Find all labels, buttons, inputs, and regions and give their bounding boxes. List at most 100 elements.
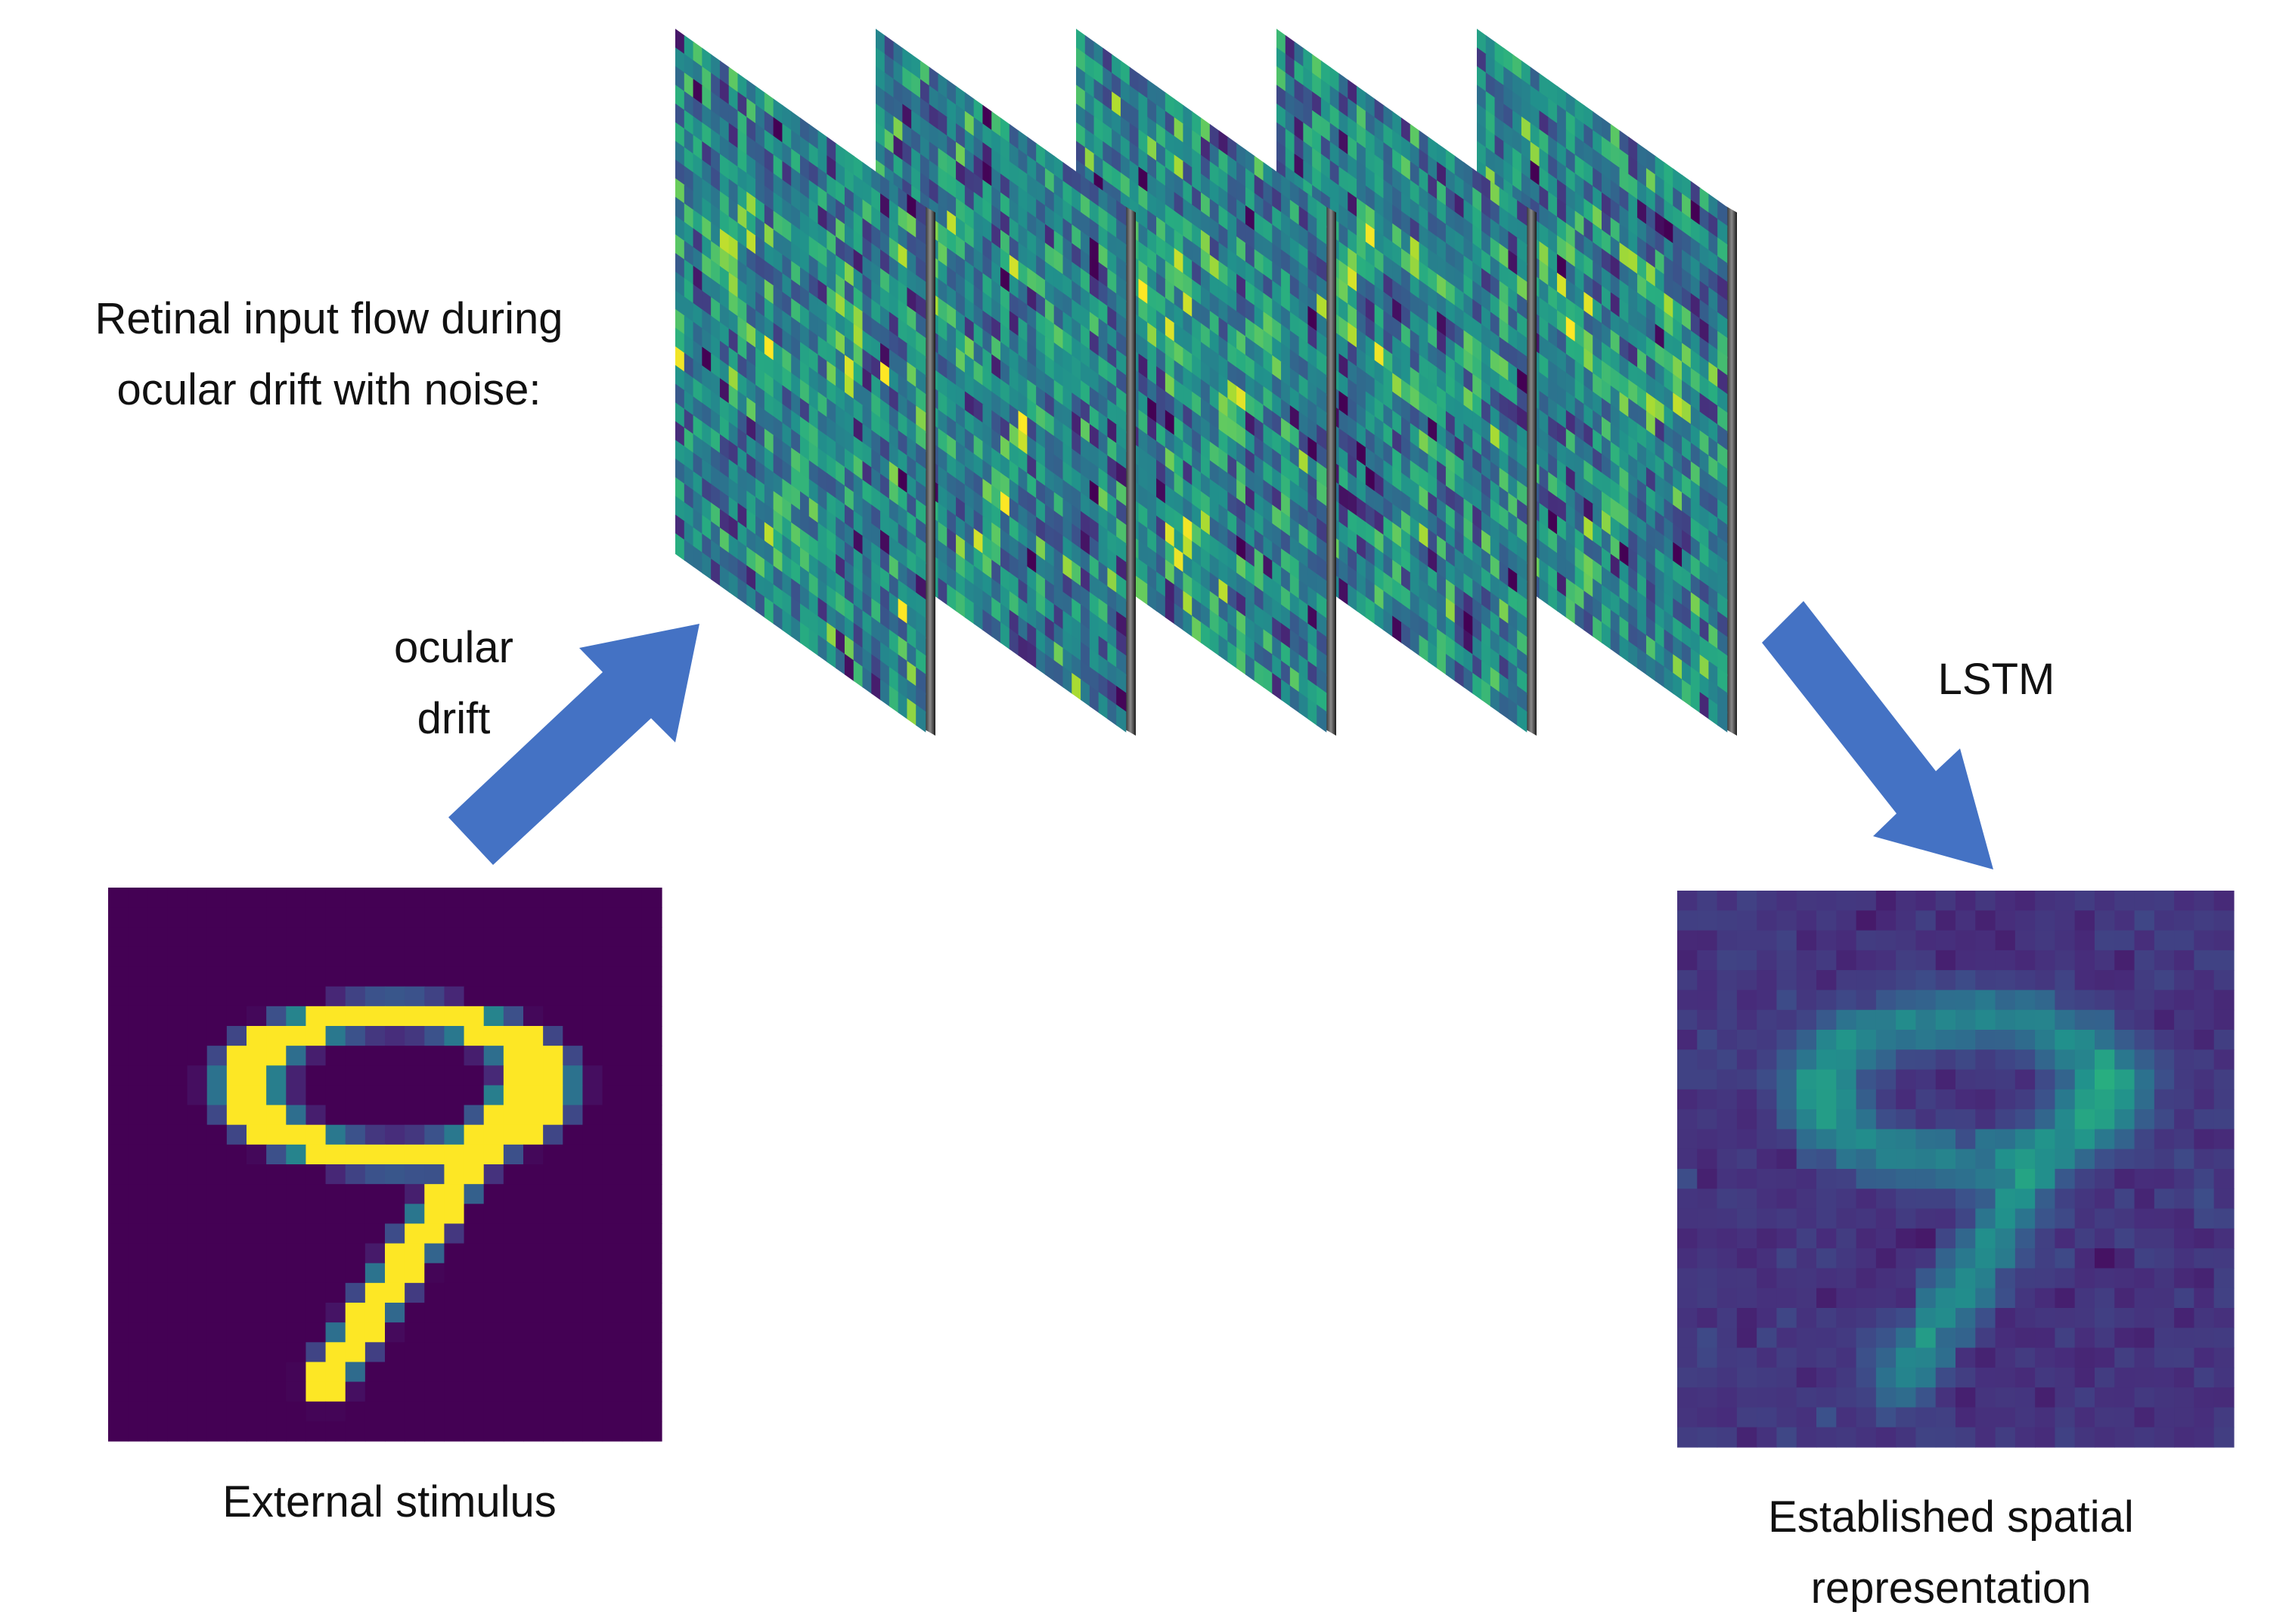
stimulus-pixel [247,1381,267,1402]
stimulus-pixel [602,1381,623,1402]
stimulus-pixel [305,1026,327,1046]
stimulus-pixel [405,1105,425,1126]
stimulus-pixel [206,1046,228,1066]
reconstruction-pixel [1856,1030,1877,1050]
stimulus-pixel [325,1204,346,1225]
reconstruction-pixel [1896,1030,1917,1050]
reconstruction-pixel [1995,970,2016,991]
stimulus-pixel [424,1282,445,1303]
stimulus-pixel [187,1204,208,1225]
stimulus-pixel [543,1282,563,1303]
reconstruction-pixel [2035,1049,2056,1071]
noisy-frame-pixel [862,666,873,695]
stimulus-pixel [503,1401,524,1422]
reconstruction-pixel [1757,1009,1778,1030]
stimulus-pixel [364,1124,386,1145]
stimulus-pixel [266,947,287,968]
stimulus-pixel [364,1085,386,1106]
stimulus-pixel [582,1026,603,1046]
stimulus-pixel [187,907,208,928]
stimulus-pixel [226,1085,247,1106]
stimulus-pixel [622,1322,643,1343]
reconstruction-pixel [1995,950,2016,971]
stimulus-pixel [247,947,267,968]
frame-edge [1526,206,1537,736]
reconstruction-pixel [2035,1009,2056,1030]
stimulus-pixel [128,986,148,1007]
stimulus-pixel [364,1026,386,1046]
noisy-frame-pixel [1499,692,1509,720]
stimulus-pixel [345,966,366,987]
stimulus-pixel [582,1342,603,1363]
reconstruction-pixel [1736,970,1757,991]
reconstruction-pixel [2134,1049,2155,1071]
reconstruction-pixel [1875,1030,1897,1050]
noisy-frame-pixel [1156,590,1167,618]
stimulus-pixel [247,907,267,928]
stimulus-pixel [266,1223,287,1244]
stimulus-pixel [286,888,307,908]
stimulus-pixel [385,1243,405,1264]
reconstruction-pixel [2213,1069,2235,1090]
noisy-frame-pixel [1357,590,1367,618]
stimulus-pixel [523,1243,544,1264]
reconstruction-pixel [1836,910,1857,931]
stimulus-pixel [602,1243,623,1264]
stimulus-pixel [286,1401,307,1422]
stimulus-pixel [582,1046,603,1066]
stimulus-pixel [167,1322,188,1343]
stimulus-pixel [424,1243,445,1264]
stimulus-pixel [483,1026,504,1046]
noisy-frame-pixel [1454,660,1465,688]
stimulus-pixel [167,1303,188,1323]
reconstruction-pixel [1717,1049,1738,1071]
stimulus-pixel [266,1105,287,1126]
stimulus-pixel [187,1263,208,1284]
reconstruction-pixel [2055,1009,2076,1030]
stimulus-pixel [405,907,425,928]
reconstruction-pixel [1816,1049,1837,1071]
stimulus-pixel [582,888,603,908]
noisy-frame-pixel [1383,609,1394,637]
stimulus-pixel [622,1085,643,1106]
stimulus-pixel [364,1006,386,1027]
stimulus-pixel [147,1303,169,1323]
stimulus-pixel [523,1263,544,1284]
stimulus-pixel [286,1046,307,1066]
stimulus-pixel [641,1322,662,1343]
reconstruction-pixel [1856,1009,1877,1030]
reconstruction-pixel [2095,891,2115,911]
stimulus-pixel [464,888,485,908]
stimulus-pixel [444,1026,465,1046]
stimulus-pixel [247,1401,267,1422]
reconstruction-pixel [1717,910,1738,931]
reconstruction-pixel [1736,1009,1757,1030]
stimulus-pixel [128,927,148,948]
stimulus-pixel [563,1144,584,1165]
reconstruction-pixel [2154,891,2175,911]
stimulus-pixel [345,1303,366,1323]
stimulus-pixel [305,1362,327,1383]
reconstruction-pixel [1875,910,1897,931]
stimulus-pixel [523,888,544,908]
stimulus-pixel [286,1282,307,1303]
reconstruction-pixel [1896,990,1917,1011]
stimulus-pixel [563,1124,584,1145]
stimulus-pixel [206,888,228,908]
stimulus-pixel [345,1263,366,1284]
stimulus-pixel [582,1065,603,1086]
stimulus-pixel [405,1065,425,1086]
stimulus-pixel [305,1263,327,1284]
stimulus-pixel [305,986,327,1007]
stimulus-pixel [128,1164,148,1185]
stimulus-pixel [226,927,247,948]
stimulus-pixel [385,927,405,948]
stimulus-pixel [483,1303,504,1323]
stimulus-pixel [247,1263,267,1284]
stimulus-pixel [622,1144,643,1165]
noisy-frame-pixel [1236,647,1247,676]
stimulus-pixel [503,1322,524,1343]
stimulus-pixel [147,1421,169,1442]
noisy-frame-pixel [711,558,721,587]
noisy-frame-pixel [1392,615,1403,644]
